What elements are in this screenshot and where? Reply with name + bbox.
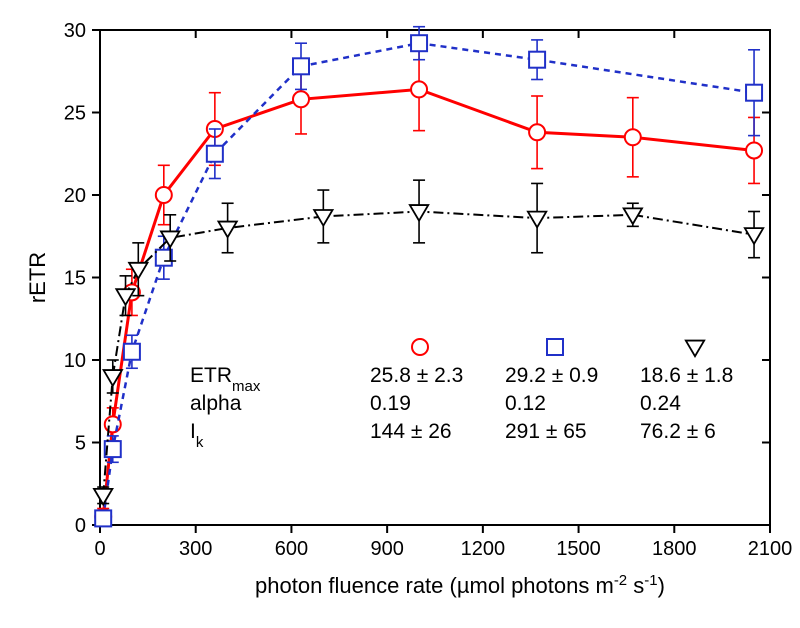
svg-text:rETR: rETR (25, 252, 50, 303)
svg-text:2100: 2100 (748, 538, 793, 560)
svg-text:25.8 ± 2.3: 25.8 ± 2.3 (370, 364, 463, 387)
svg-text:900: 900 (370, 538, 403, 560)
svg-text:0.19: 0.19 (370, 392, 411, 415)
svg-text:291 ± 65: 291 ± 65 (505, 420, 587, 443)
svg-text:15: 15 (64, 268, 86, 290)
svg-text:5: 5 (75, 433, 86, 455)
svg-text:25: 25 (64, 103, 86, 125)
svg-text:1200: 1200 (461, 538, 506, 560)
svg-text:29.2 ± 0.9: 29.2 ± 0.9 (505, 364, 598, 387)
svg-text:photon fluence rate (µmol phot: photon fluence rate (µmol photons m-2 s-… (255, 572, 665, 599)
svg-text:76.2 ± 6: 76.2 ± 6 (640, 420, 716, 443)
svg-text:1800: 1800 (652, 538, 697, 560)
svg-text:20: 20 (64, 185, 86, 207)
svg-text:0.24: 0.24 (640, 392, 681, 415)
svg-text:600: 600 (275, 538, 308, 560)
svg-text:10: 10 (64, 350, 86, 372)
svg-text:0: 0 (75, 515, 86, 537)
svg-text:144 ± 26: 144 ± 26 (370, 420, 452, 443)
svg-text:18.6 ± 1.8: 18.6 ± 1.8 (640, 364, 733, 387)
svg-text:0: 0 (94, 538, 105, 560)
svg-text:0.12: 0.12 (505, 392, 546, 415)
svg-text:1500: 1500 (556, 538, 601, 560)
etr-chart: 0 300 600 900 1200 1500 1800 2100 0 5 10 15 20 25 30 rE… (0, 0, 800, 628)
svg-text:300: 300 (179, 538, 212, 560)
svg-text:alpha: alpha (190, 392, 242, 415)
svg-text:30: 30 (64, 20, 86, 42)
chart-svg: 0 300 600 900 1200 1500 1800 2100 0 5 10 15 20 25 30 rE… (0, 0, 800, 628)
